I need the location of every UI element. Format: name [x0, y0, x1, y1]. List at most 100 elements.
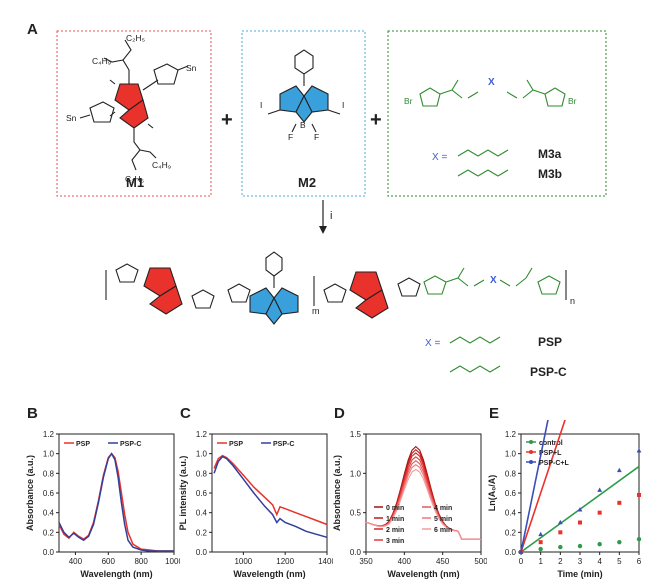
y-tick-label: 0.2 — [43, 528, 55, 537]
x-tick-label: 500 — [474, 557, 487, 566]
series-line — [365, 464, 481, 540]
m3-structure — [419, 79, 566, 107]
y-tick-label: 1.5 — [350, 430, 362, 439]
legend-label: PSP-C — [273, 441, 294, 448]
y-tick-label: 1.0 — [350, 469, 362, 478]
y-tick-label: 1.0 — [196, 450, 208, 459]
data-point — [577, 507, 583, 512]
y-axis-label: PL intensity (a.u.) — [178, 456, 188, 531]
m3-x-equals: X = — [432, 152, 447, 163]
data-point — [538, 540, 543, 545]
y-axis-label: Absorbance (a.u.) — [25, 455, 35, 531]
y-tick-label: 0.2 — [505, 528, 517, 537]
m3-box — [387, 30, 607, 197]
data-point — [558, 544, 563, 550]
data-point — [616, 467, 622, 473]
data-point — [617, 500, 622, 505]
y-tick-label: 0.6 — [43, 489, 55, 498]
legend-marker — [529, 450, 533, 454]
polymer-linkers — [449, 336, 501, 373]
reaction-arrowhead — [319, 226, 327, 234]
y-tick-label: 0.4 — [196, 509, 208, 518]
x-axis-label: Wavelength (nm) — [80, 569, 152, 579]
m2-label: M2 — [298, 175, 316, 190]
legend-label: PSP-C — [120, 441, 141, 448]
y-tick-label: 0.0 — [196, 548, 208, 557]
polymer-x-label: X — [490, 275, 497, 286]
m2-structure — [267, 49, 341, 133]
y-tick-label: 0.0 — [43, 548, 55, 557]
legend-label: 1 min — [386, 516, 404, 523]
legend-label: PSP-C+L — [539, 460, 569, 467]
y-axis-label: Ln(A₀/A) — [487, 475, 497, 512]
m1-box — [56, 30, 212, 197]
psp-label: PSP — [538, 335, 562, 349]
synthesis-scheme: C₂H₅ C₄H₉ C₄H₉ C₂H₅ Sn Sn M1 I I B F F M… — [56, 30, 607, 379]
m1-structure — [79, 39, 189, 171]
y-tick-label: 1.2 — [505, 430, 517, 439]
x-tick-label: 1 — [538, 557, 543, 566]
plus-sign-1: + — [221, 109, 233, 131]
polymer-structure — [105, 251, 421, 325]
polymer-x-equals: X = — [425, 338, 440, 349]
x-axis-label: Wavelength (nm) — [233, 569, 305, 579]
m3-br-left: Br — [404, 96, 413, 106]
data-point — [577, 543, 583, 549]
m2-iodo-right: I — [342, 100, 344, 110]
fit-line — [520, 420, 549, 553]
legend-label: 5 min — [434, 516, 452, 523]
x-axis-label: Wavelength (nm) — [387, 569, 459, 579]
series-line-psp-c — [58, 452, 174, 552]
data-point — [597, 487, 603, 492]
x-tick-label: 800 — [134, 557, 148, 566]
x-tick-label: 1000 — [234, 557, 252, 566]
legend-label: 3 min — [386, 538, 404, 545]
data-point — [538, 546, 543, 552]
legend-label: PSP — [76, 441, 90, 448]
y-tick-label: 0.6 — [505, 489, 517, 498]
x-tick-label: 4 — [597, 557, 602, 566]
m3-br-right: Br — [568, 96, 577, 106]
chart-e-kinetics: 0 1 2 3 4 5 6 0.0 0.2 0.4 0.6 0.8 1.0 1.2 Time (min) Ln… — [487, 420, 642, 579]
y-tick-label: 1.0 — [43, 450, 55, 459]
data-point — [597, 541, 602, 547]
y-tick-label: 0.0 — [350, 548, 362, 557]
data-point — [636, 537, 642, 542]
y-tick-label: 0.4 — [43, 509, 55, 518]
x-tick-label: 5 — [617, 557, 622, 566]
polymer-green-unit — [423, 267, 561, 295]
y-tick-label: 0.4 — [505, 509, 517, 518]
data-point — [597, 510, 602, 515]
x-tick-label: 350 — [359, 557, 373, 566]
m1-c2h5-top: C₂H₅ — [126, 33, 145, 43]
x-tick-label: 400 — [398, 557, 412, 566]
data-point — [538, 531, 544, 537]
plot-frame — [211, 433, 328, 553]
data-point — [617, 539, 622, 545]
m1-c2h5-bottom: C₂H₅ — [125, 174, 144, 184]
m1-c4h9-bottom: C₄H₉ — [152, 160, 171, 170]
m3-linkers — [457, 149, 509, 177]
reaction-step-label: i — [330, 210, 332, 222]
m3a-label: M3a — [538, 147, 562, 161]
legend-label: 2 min — [386, 527, 404, 534]
legend-marker — [529, 440, 533, 444]
fit-line — [520, 420, 566, 553]
plus-sign-2: + — [370, 109, 382, 131]
y-tick-label: 1.0 — [505, 450, 517, 459]
x-tick-label: 600 — [102, 557, 116, 566]
plot-frame — [365, 433, 482, 553]
series-line-psp — [213, 454, 328, 526]
x-tick-label: 400 — [69, 557, 83, 566]
chart-b-absorbance: 400 600 800 1000 0.0 0.2 0.4 0.6 0.8 1.0 1.2 Wavele… — [25, 430, 180, 579]
m1-c4h9-top: C₄H₉ — [92, 56, 111, 66]
series-line — [365, 468, 481, 540]
m3-x-label: X — [488, 77, 495, 88]
y-tick-label: 0.0 — [505, 548, 517, 557]
series-line — [365, 456, 481, 540]
x-tick-label: 0 — [519, 557, 524, 566]
y-tick-label: 0.8 — [43, 469, 55, 478]
chart-d-absorbance-time: 350 400 450 500 0.0 0.5 1.0 1.5 Wavelength (nm) A… — [332, 430, 487, 579]
